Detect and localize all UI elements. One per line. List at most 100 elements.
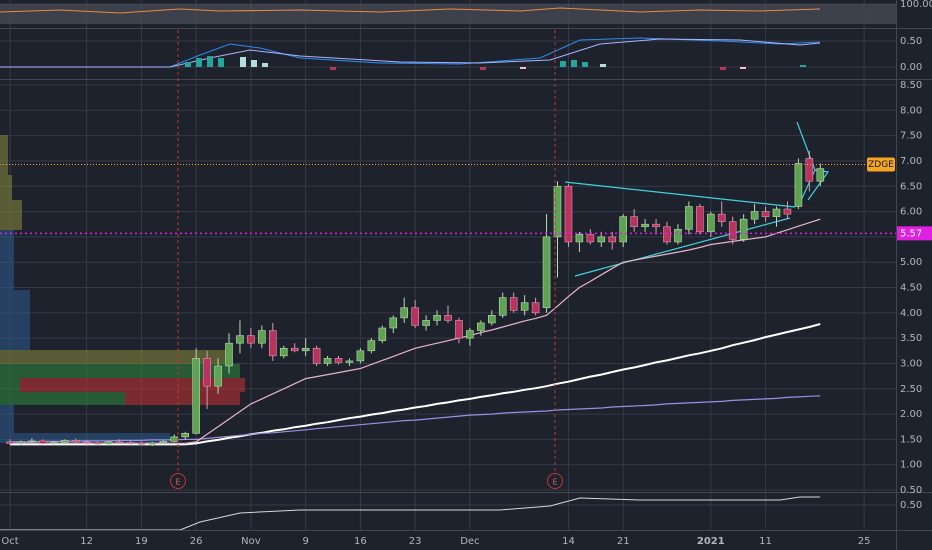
y-tick-label: 0.50 (900, 500, 922, 511)
lower-indicator-line (0, 496, 820, 531)
candle-body (49, 442, 58, 444)
candle-body (378, 327, 387, 341)
rsi-band (0, 4, 896, 24)
candle-body (728, 221, 737, 240)
candle-body (17, 441, 25, 444)
x-tick-label: 14 (562, 536, 575, 547)
earnings-label: E (175, 478, 180, 487)
candle-body (268, 330, 277, 357)
x-tick-label: 19 (135, 536, 148, 547)
y-tick-label: 8.50 (900, 80, 922, 91)
candle-body (706, 213, 715, 233)
ticker-box (867, 157, 895, 172)
x-tick-label: 25 (858, 536, 871, 547)
y-tick-label: 4.50 (900, 283, 922, 294)
candle-body (137, 443, 146, 445)
y-tick-label: 1.50 (900, 434, 922, 445)
candle-body (345, 360, 354, 363)
x-tick-label: 2021 (697, 536, 725, 547)
volume-profile (0, 135, 245, 443)
candle-body (619, 216, 628, 243)
candle-body (816, 168, 825, 182)
candle-body (422, 320, 430, 326)
y-tick-label: 4.00 (900, 308, 922, 319)
candle-body (367, 340, 376, 352)
candle-body (236, 335, 244, 344)
candle-body (794, 163, 803, 207)
ticker-label: ZDGE (868, 160, 894, 170)
candle-body (214, 365, 222, 387)
y-tick-label: 3.50 (900, 333, 922, 344)
candle-body (739, 218, 748, 240)
candle-body (290, 347, 299, 352)
x-tick-label: Nov (241, 536, 261, 547)
moving-average (10, 395, 821, 443)
candle-body (312, 347, 321, 364)
candle-body (301, 347, 310, 352)
x-tick-label: 12 (80, 536, 93, 547)
candle-body (783, 208, 792, 215)
candle-body (181, 432, 189, 438)
candle-body (597, 236, 606, 243)
candle-body (93, 442, 102, 445)
y-tick-label: 7.50 (900, 131, 922, 142)
candle-body (192, 358, 200, 434)
y-tick-label: 2.00 (900, 409, 922, 420)
y-tick-label: 1.00 (900, 460, 922, 471)
candle-body (575, 234, 584, 243)
y-tick-label: 8.00 (900, 105, 922, 116)
x-tick-label: 11 (759, 536, 772, 547)
candle-body (531, 302, 540, 314)
level-label: 5.57 (900, 228, 922, 239)
candle-body (148, 442, 157, 445)
y-tick-label: 5.00 (900, 257, 922, 268)
candle-body (126, 442, 135, 444)
candle-body (247, 335, 255, 344)
x-tick-label: 16 (354, 536, 367, 547)
candle-body (82, 441, 91, 444)
y-tick-label: 0.50 (900, 36, 922, 47)
candle-body (279, 347, 288, 357)
candle-body (323, 358, 332, 364)
x-tick-label: 26 (190, 536, 203, 547)
y-tick-label: 0.50 (900, 485, 922, 496)
y-tick-label: 100.00 (900, 0, 932, 10)
candle-body (717, 213, 726, 222)
macd-histogram (185, 56, 806, 70)
y-tick-label: 3.00 (900, 358, 922, 369)
x-tick-label: Dec (460, 536, 479, 547)
candle-body (487, 315, 496, 324)
y-tick-label: 2.50 (900, 384, 922, 395)
level-box (897, 226, 932, 241)
rsi-line (0, 7, 821, 14)
candle-body (433, 315, 441, 321)
candle-body (805, 158, 814, 182)
candle-body (455, 320, 463, 339)
candle-body (772, 208, 781, 217)
candle-body (685, 206, 693, 230)
candle-body (411, 307, 419, 326)
earnings-label: E (552, 478, 557, 487)
candle-body (356, 350, 365, 362)
x-tick-label: 21 (617, 536, 630, 547)
candle-body (104, 441, 113, 445)
candle-body (258, 330, 266, 344)
candle-body (477, 322, 485, 331)
candle-body (696, 206, 704, 233)
candle-body (641, 223, 649, 228)
x-tick-label: Oct (1, 536, 18, 547)
earnings-marker (547, 473, 563, 489)
candle-body (28, 440, 36, 443)
pattern-lines (564, 121, 830, 277)
candle-body (750, 211, 759, 220)
candle-body (39, 440, 47, 444)
candle-body (400, 307, 409, 319)
marks (6, 150, 825, 446)
y-tick-label: 6.00 (900, 207, 922, 218)
candle-body (542, 236, 551, 309)
candle-body (225, 342, 233, 367)
candle-body (334, 358, 343, 363)
candle-body (389, 317, 398, 329)
